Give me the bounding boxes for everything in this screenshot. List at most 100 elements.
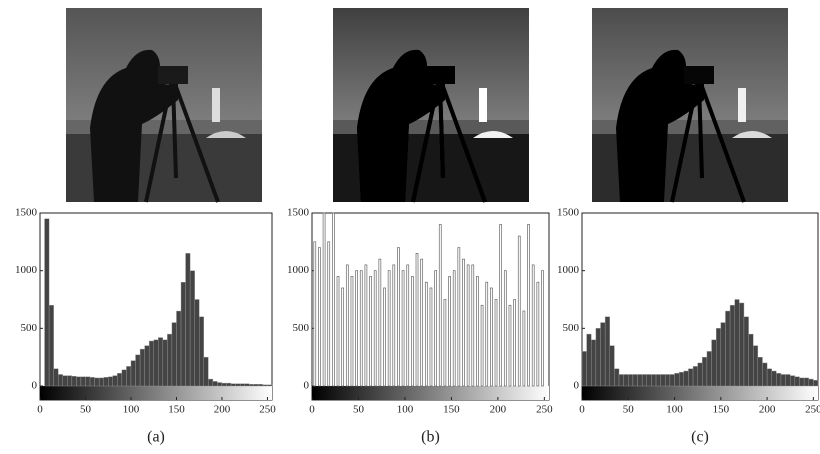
x-tick-label: 150 <box>168 404 185 416</box>
histogram-bar <box>609 345 615 387</box>
histogram-bar <box>641 374 647 387</box>
bar <box>350 276 354 387</box>
bar <box>513 299 516 387</box>
histogram-bar <box>53 368 59 387</box>
histogram-bar <box>71 375 77 387</box>
y-tick-label: 0 <box>304 380 310 392</box>
x-tick-label: 100 <box>123 404 140 416</box>
y-tick-label: 1500 <box>557 207 580 219</box>
x-tick-label: 50 <box>623 404 635 416</box>
x-tick-label: 250 <box>259 404 276 416</box>
bar <box>327 241 331 387</box>
histogram-bar <box>112 375 118 387</box>
histogram-bar <box>600 322 606 387</box>
histogram-bar <box>720 322 726 387</box>
bar <box>531 264 535 387</box>
bar <box>485 281 489 387</box>
bar <box>420 258 424 387</box>
histogram-bar <box>614 368 620 387</box>
histogram-bar <box>267 384 273 387</box>
histogram-bar <box>632 374 638 387</box>
x-tick-label: 250 <box>536 404 553 416</box>
histogram-bar <box>203 356 209 387</box>
histogram-bar <box>162 339 168 387</box>
bar <box>359 270 363 387</box>
histogram-bar <box>130 360 136 387</box>
histogram-bar <box>62 375 68 387</box>
histogram-bar <box>660 374 666 387</box>
caption: (c) <box>691 429 709 446</box>
bar <box>332 212 335 387</box>
histogram-bar <box>665 374 671 387</box>
histogram-bar <box>702 356 708 387</box>
bar <box>508 304 512 387</box>
histogram-bar <box>76 376 82 387</box>
bar <box>448 276 451 387</box>
histogram-bar <box>221 382 227 387</box>
bar <box>364 264 368 387</box>
histogram-bar <box>771 370 777 387</box>
histogram-bar <box>785 374 791 387</box>
gray-strip <box>312 386 549 400</box>
bar <box>462 258 465 387</box>
histogram-bar <box>199 316 204 387</box>
bar <box>369 276 372 387</box>
histogram-bar <box>623 374 629 387</box>
gray-strip <box>582 386 818 400</box>
histogram-bar <box>697 362 703 387</box>
bar <box>392 264 396 387</box>
histogram-bar <box>604 316 610 387</box>
histogram-bar <box>185 253 191 387</box>
bar <box>345 264 349 387</box>
bar <box>401 270 405 387</box>
histogram-bar <box>176 310 182 387</box>
histogram-bar <box>57 374 63 387</box>
bar <box>452 270 456 387</box>
histogram-bar <box>729 305 735 387</box>
bar <box>480 304 484 387</box>
histogram-bar <box>646 374 652 387</box>
histogram-bar <box>688 368 694 387</box>
histogram-bar <box>239 383 245 387</box>
histogram-bar <box>794 376 800 387</box>
histogram-bar <box>144 345 150 387</box>
histogram-bar <box>766 368 772 387</box>
histogram-bar <box>235 383 241 387</box>
bar <box>429 287 433 387</box>
histogram-bar <box>94 377 100 387</box>
bar <box>406 264 410 387</box>
histogram-bar <box>158 337 164 387</box>
histogram-bar <box>135 354 141 387</box>
histogram-bar <box>743 316 749 387</box>
histogram-bar <box>139 348 145 387</box>
caption: (a) <box>147 429 165 446</box>
bar <box>471 264 475 387</box>
bar <box>383 287 386 387</box>
histogram-bar <box>748 333 754 387</box>
bar <box>424 281 428 387</box>
bar <box>536 281 540 387</box>
histogram-bar <box>194 299 200 387</box>
histogram-bar <box>586 333 592 387</box>
histogram-bar <box>153 339 159 387</box>
bar <box>499 224 503 387</box>
histogram-bar <box>180 282 186 387</box>
x-tick-label: 150 <box>713 404 730 416</box>
histogram-bar <box>258 384 264 387</box>
histogram-bar <box>790 375 796 387</box>
histogram-bar <box>244 383 250 387</box>
histogram-bar <box>108 376 113 387</box>
photo-original <box>64 6 264 204</box>
bar <box>527 224 530 387</box>
histogram-bar <box>637 374 643 387</box>
bar <box>373 270 377 387</box>
bar <box>541 270 544 387</box>
histogram-bar <box>103 377 109 387</box>
histogram-bar <box>757 356 763 387</box>
histogram-bar <box>171 322 177 387</box>
bar <box>438 224 442 387</box>
histogram-bar <box>148 340 154 387</box>
x-tick-label: 50 <box>353 404 365 416</box>
bar <box>434 270 437 387</box>
bar <box>411 276 414 387</box>
